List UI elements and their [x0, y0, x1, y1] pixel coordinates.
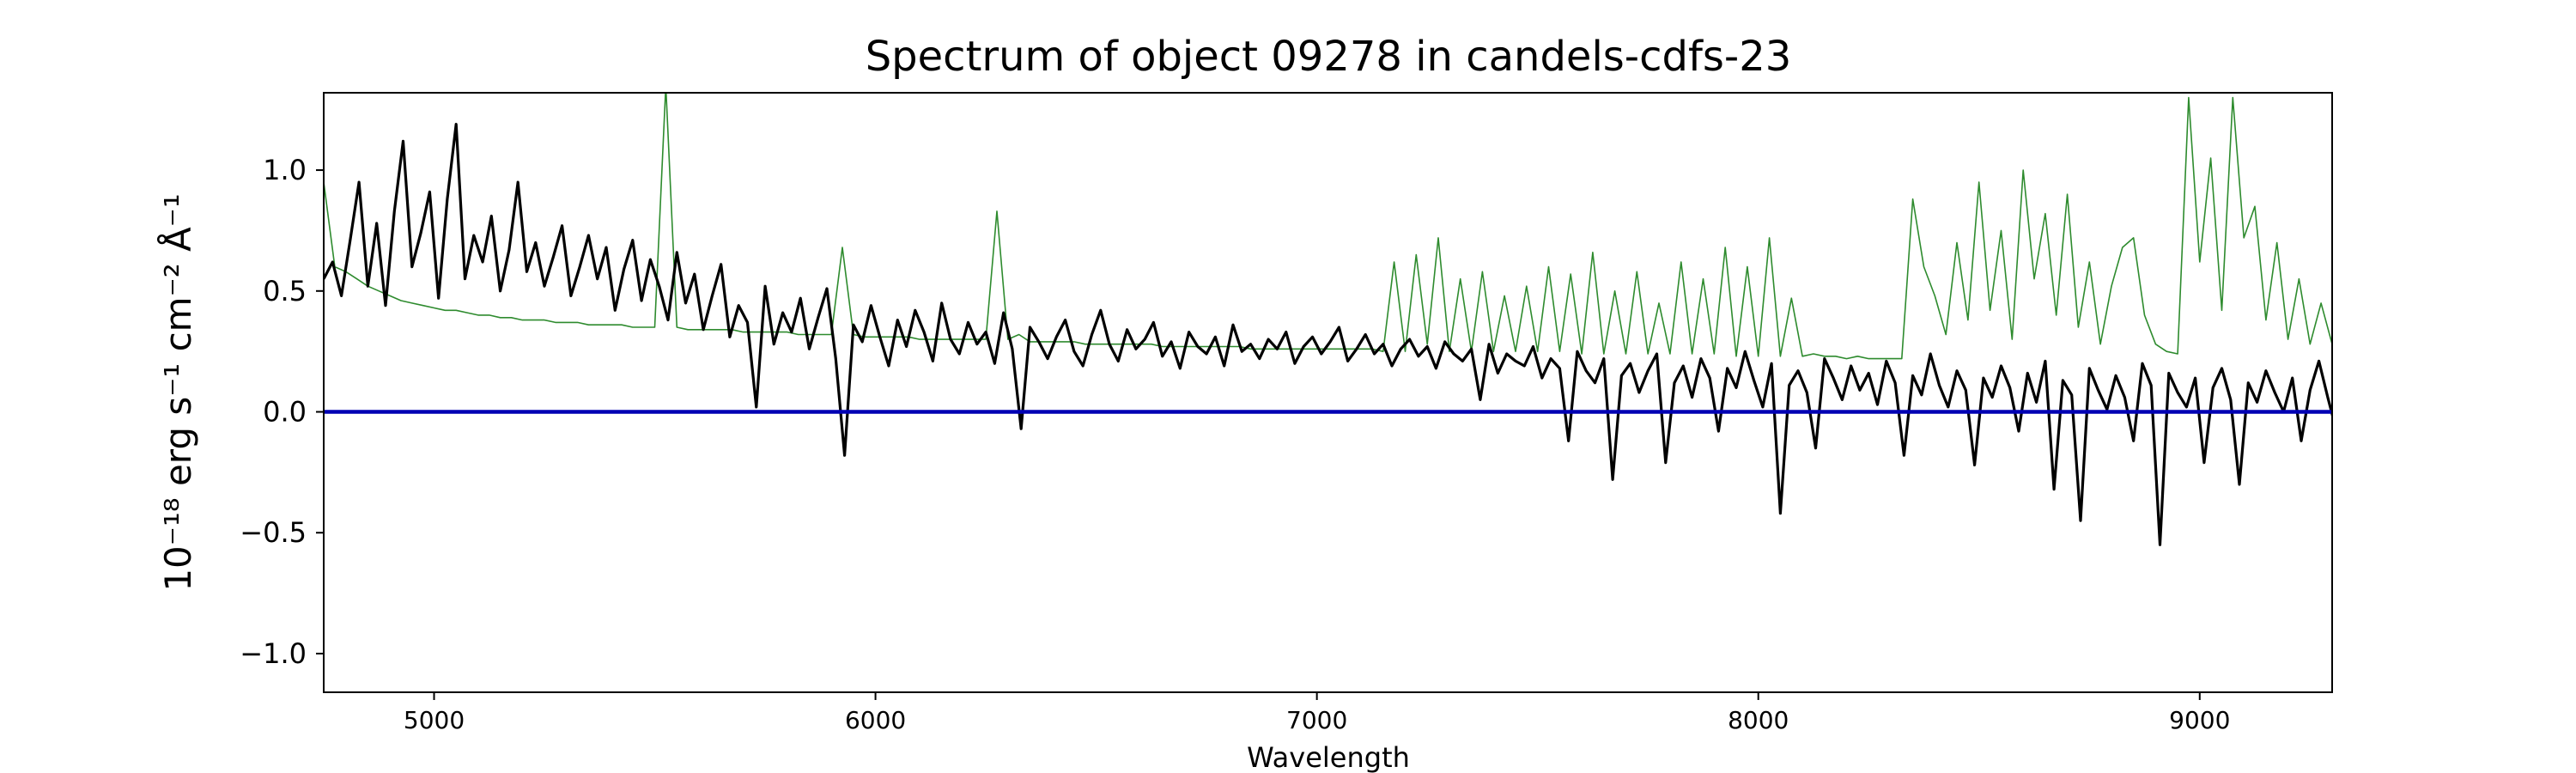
x-axis-label: Wavelength: [1247, 741, 1410, 773]
y-axis-label: 10⁻¹⁸ erg s⁻¹ cm⁻² Å⁻¹: [156, 193, 199, 591]
spectrum-series-line: [324, 123, 2332, 546]
y-axis: −1.0 −0.5 0.0 0.5 1.0: [240, 154, 324, 670]
x-tick-label: 9000: [2169, 706, 2230, 734]
plot-area: [323, 92, 2333, 693]
x-axis: 5000 6000 7000 8000 9000: [404, 692, 2230, 734]
y-tick-label: 1.0: [263, 154, 307, 186]
chart-title: Spectrum of object 09278 in candels-cdfs…: [866, 33, 1792, 81]
x-tick-label: 6000: [845, 706, 906, 734]
y-tick-label: 0.5: [263, 275, 307, 307]
plot-background: [324, 93, 2332, 692]
y-tick-label: −1.0: [240, 637, 307, 670]
x-tick-label: 7000: [1286, 706, 1347, 734]
series-layer: [324, 93, 2332, 546]
x-tick-label: 5000: [404, 706, 465, 734]
y-tick-label: 0.0: [263, 396, 307, 429]
x-tick-label: 8000: [1728, 706, 1789, 734]
y-tick-label: −0.5: [240, 516, 307, 549]
plot-frame: [323, 92, 2333, 693]
